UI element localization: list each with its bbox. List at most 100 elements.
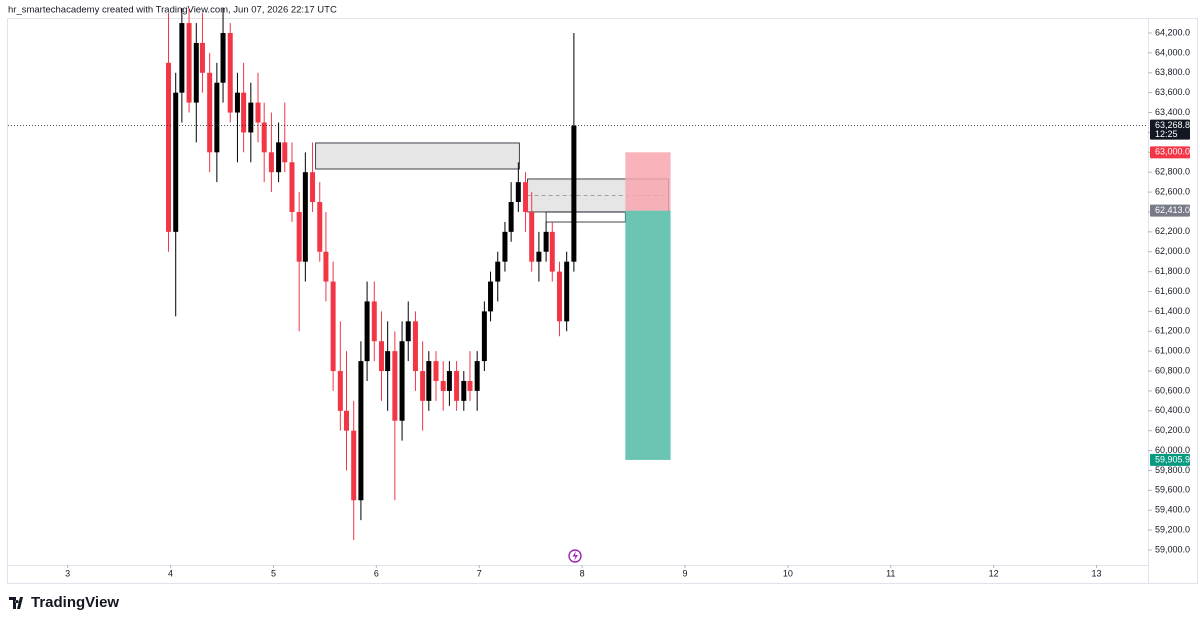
candle-body xyxy=(392,351,398,421)
candle-body xyxy=(515,182,521,203)
candle-body xyxy=(193,42,199,103)
candle-body xyxy=(371,301,377,342)
candle-body xyxy=(385,351,391,372)
y-tick-label: 64,000.0 xyxy=(1155,47,1190,57)
chart-frame xyxy=(7,18,1198,584)
candle-body xyxy=(467,380,473,391)
candle-body xyxy=(571,125,577,262)
candle-body xyxy=(523,182,529,212)
candle-body xyxy=(405,321,411,342)
logo: TradingView xyxy=(9,594,119,611)
price-label: 59,905.9 xyxy=(1155,454,1190,464)
candle-body xyxy=(399,341,405,421)
price-label: 63,268.8 xyxy=(1155,120,1190,130)
candle-body xyxy=(358,361,364,501)
y-tick-label: 60,600.0 xyxy=(1155,385,1190,395)
countdown: 12:25 xyxy=(1155,129,1178,139)
y-tick-label: 59,200.0 xyxy=(1155,524,1190,534)
candle-body xyxy=(173,92,179,232)
y-tick-label: 63,400.0 xyxy=(1155,107,1190,117)
candle-body xyxy=(433,361,439,381)
candle-body xyxy=(474,361,480,391)
y-tick-label: 62,000.0 xyxy=(1155,246,1190,256)
candle-body xyxy=(186,23,192,103)
candle-body xyxy=(227,33,233,113)
candle-body xyxy=(529,211,535,262)
replay-icon xyxy=(568,549,582,563)
x-tick-label: 11 xyxy=(886,568,895,578)
candle-body xyxy=(446,371,452,391)
candle-body xyxy=(207,72,213,153)
y-tick-label: 61,000.0 xyxy=(1155,346,1190,356)
candle-body xyxy=(364,301,370,362)
y-tick-label: 59,800.0 xyxy=(1155,465,1190,475)
x-tick-label: 7 xyxy=(477,568,482,578)
candle-body xyxy=(261,122,267,153)
y-tick-label: 61,800.0 xyxy=(1155,266,1190,276)
y-tick-label: 60,800.0 xyxy=(1155,365,1190,375)
y-tick-label: 59,000.0 xyxy=(1155,544,1190,554)
y-tick-label: 63,800.0 xyxy=(1155,67,1190,77)
candle-body xyxy=(289,162,295,212)
candle-body xyxy=(440,380,446,391)
y-tick-label: 61,600.0 xyxy=(1155,286,1190,296)
y-tick-label: 60,400.0 xyxy=(1155,405,1190,415)
candle-body xyxy=(461,380,467,401)
candle-body xyxy=(330,281,336,372)
candle-body xyxy=(199,42,205,73)
y-tick-label: 61,400.0 xyxy=(1155,306,1190,316)
candles xyxy=(166,8,577,541)
candle-body xyxy=(317,202,323,252)
candle-body xyxy=(536,251,542,262)
y-tick-label: 64,200.0 xyxy=(1155,27,1190,37)
y-tick-label: 62,800.0 xyxy=(1155,167,1190,177)
candle-body xyxy=(488,281,494,312)
y-tick-label: 63,600.0 xyxy=(1155,87,1190,97)
price-label-box xyxy=(1150,146,1190,159)
x-tick-label: 13 xyxy=(1092,568,1102,578)
candle-body xyxy=(323,251,329,282)
candle-body xyxy=(234,92,240,113)
candle-body xyxy=(337,371,343,411)
y-tick-label: 60,000.0 xyxy=(1155,445,1190,455)
candle-body xyxy=(543,231,549,252)
candle-body xyxy=(481,311,487,362)
candle-body xyxy=(549,231,555,272)
candle-body xyxy=(166,62,172,232)
target-area xyxy=(625,210,671,460)
y-tick-label: 60,200.0 xyxy=(1155,425,1190,435)
candle-body xyxy=(268,152,274,173)
y-tick-label: 62,600.0 xyxy=(1155,186,1190,196)
x-tick-label: 3 xyxy=(65,568,70,578)
candle-body xyxy=(248,102,254,133)
x-tick-label: 9 xyxy=(682,568,687,578)
candle-body xyxy=(426,361,432,401)
y-tick-label: 62,200.0 xyxy=(1155,226,1190,236)
x-tick-label: 12 xyxy=(989,568,999,578)
candle-body xyxy=(296,211,302,262)
candle-body xyxy=(241,92,247,133)
candle-body xyxy=(502,231,508,262)
candle-body xyxy=(454,371,460,401)
x-tick-label: 10 xyxy=(783,568,793,578)
x-tick-label: 5 xyxy=(271,568,276,578)
candle-body xyxy=(282,142,288,163)
candle-body xyxy=(420,371,426,401)
y-tick-label: 61,200.0 xyxy=(1155,326,1190,336)
price-label-box xyxy=(1150,119,1190,140)
x-tick-label: 8 xyxy=(580,568,585,578)
candle-body xyxy=(302,172,308,262)
candle-body xyxy=(214,82,220,153)
candle-body xyxy=(276,142,282,173)
stop-area xyxy=(625,152,671,211)
candle-body xyxy=(351,430,357,501)
price-label-box xyxy=(1150,453,1190,466)
candle-body xyxy=(495,261,501,282)
zone xyxy=(315,142,520,170)
candle-body xyxy=(255,102,261,123)
logo-text: TradingView xyxy=(31,594,119,611)
price-label: 62,413.0 xyxy=(1155,205,1190,215)
header: hr_smartechacademy created with TradingV… xyxy=(8,5,337,16)
